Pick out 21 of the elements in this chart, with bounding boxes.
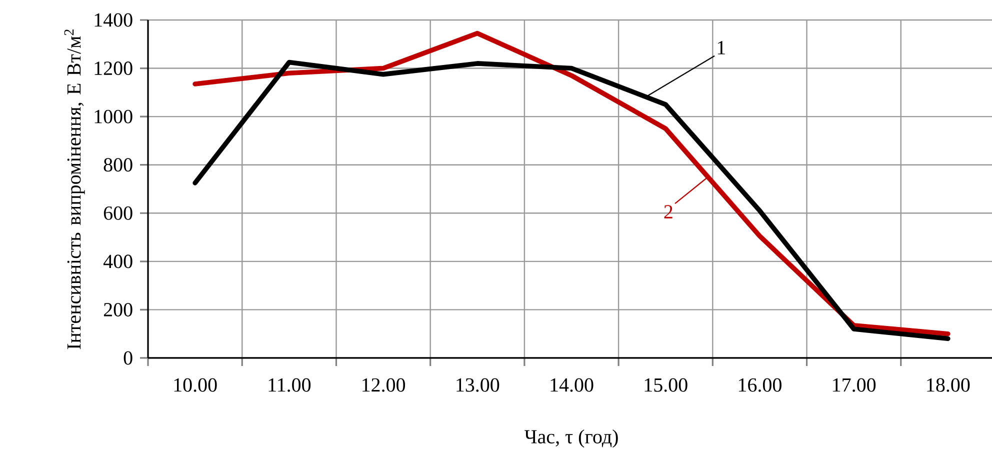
legend-label: 2 bbox=[664, 205, 672, 218]
y-tick-label: 200 bbox=[104, 302, 132, 316]
y-tick-label: 1200 bbox=[94, 62, 132, 76]
text: 1 bbox=[718, 41, 725, 54]
y-tick-label: 400 bbox=[103, 254, 132, 268]
x-tick-label: 11.00 bbox=[268, 378, 311, 392]
x-tick-label: 18.00 bbox=[927, 378, 970, 392]
y-tick-label: 600 bbox=[104, 206, 132, 220]
y-tick-label: 1000 bbox=[94, 110, 132, 124]
y-axis-title: Інтенсивність випромінення, Е Вт/м$^{2}$ bbox=[64, 30, 85, 350]
y-tick-label: 800 bbox=[104, 158, 132, 172]
x-axis-title: Час, τ (год) bbox=[524, 429, 618, 448]
x-tick-label: 14.00 bbox=[550, 378, 594, 392]
x-tick-label: 17.00 bbox=[833, 378, 876, 392]
x-tick-label: 15.00 bbox=[644, 378, 688, 392]
x-tick-label: 16.00 bbox=[738, 378, 782, 392]
x-tick-label: 13.00 bbox=[456, 378, 500, 392]
y-tick-label: 1400 bbox=[94, 13, 132, 27]
x-tick-label: 12.00 bbox=[362, 378, 406, 392]
y-tick-label: 0 bbox=[124, 351, 132, 365]
x-tick-label: 10.00 bbox=[174, 378, 217, 392]
